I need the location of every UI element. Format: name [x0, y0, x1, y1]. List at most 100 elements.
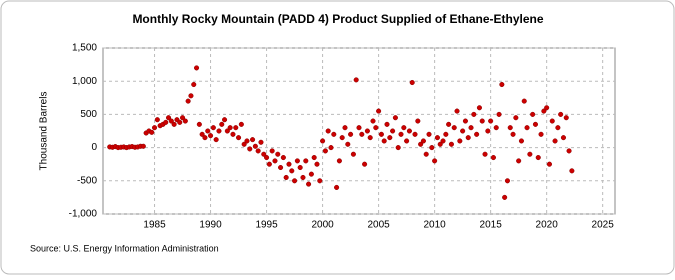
point: [210, 125, 216, 131]
point: [373, 125, 379, 131]
point: [448, 141, 454, 147]
point: [216, 128, 222, 134]
point: [471, 111, 477, 117]
point: [247, 146, 253, 152]
point: [518, 138, 525, 144]
point: [177, 119, 183, 125]
point: [476, 105, 482, 111]
point: [294, 158, 300, 164]
point: [384, 121, 390, 127]
point: [171, 121, 177, 127]
point: [535, 155, 541, 161]
point: [168, 118, 174, 124]
point: [151, 125, 158, 131]
point: [409, 79, 415, 86]
x-tick-label: 2000: [311, 220, 334, 231]
x-tick-label: 2005: [367, 220, 390, 231]
point: [370, 118, 376, 124]
point: [387, 135, 393, 141]
point: [289, 168, 295, 174]
point: [412, 131, 418, 137]
point: [236, 135, 242, 141]
plot-area: [102, 47, 616, 215]
point: [306, 181, 312, 187]
point: [269, 148, 275, 154]
point: [320, 138, 326, 144]
point: [440, 138, 446, 144]
point: [510, 131, 516, 137]
point: [325, 128, 331, 134]
point: [227, 125, 233, 131]
x-tick-label: 2010: [423, 220, 446, 231]
point: [538, 131, 544, 137]
point: [468, 125, 474, 131]
point: [255, 148, 261, 154]
point: [395, 145, 401, 151]
point: [311, 155, 317, 161]
point: [356, 125, 362, 131]
point: [544, 105, 550, 111]
point: [390, 128, 396, 134]
point: [222, 117, 228, 123]
y-tick-label: -500: [77, 175, 97, 186]
point: [552, 138, 558, 144]
point: [314, 161, 320, 167]
x-tick-label: 1990: [199, 220, 222, 231]
point: [292, 178, 298, 184]
chart-title: Monthly Rocky Mountain (PADD 4) Product …: [132, 12, 543, 26]
point: [423, 151, 429, 157]
point: [451, 125, 457, 131]
point: [205, 128, 211, 134]
point: [558, 111, 564, 117]
y-tick-label: -1,000: [69, 209, 98, 220]
point: [275, 151, 281, 157]
y-tick-label: 1,500: [72, 43, 97, 54]
point: [264, 155, 270, 161]
point: [334, 184, 340, 190]
point: [213, 137, 219, 143]
point: [462, 118, 468, 124]
point: [353, 77, 359, 83]
point: [465, 135, 471, 141]
point: [392, 115, 398, 121]
point: [415, 118, 421, 124]
point: [493, 125, 499, 131]
point: [230, 131, 236, 137]
point: [504, 178, 510, 184]
point: [342, 125, 348, 131]
point: [165, 115, 172, 121]
point: [446, 121, 452, 127]
point: [460, 128, 466, 134]
point: [398, 131, 404, 137]
point: [434, 135, 440, 141]
point: [490, 155, 496, 161]
point: [345, 141, 351, 147]
point: [258, 139, 264, 145]
point: [527, 151, 533, 157]
point: [252, 143, 258, 149]
point: [219, 121, 225, 127]
point: [283, 174, 289, 181]
point: [516, 158, 522, 164]
point: [188, 93, 194, 99]
point: [250, 137, 256, 143]
point: [496, 111, 502, 117]
y-tick-label: 1,000: [72, 76, 97, 87]
point: [546, 161, 553, 167]
point: [193, 65, 200, 71]
point: [381, 138, 387, 144]
point: [513, 115, 519, 121]
x-tick-label: 1995: [255, 220, 278, 231]
point: [521, 98, 527, 104]
point: [297, 164, 303, 171]
y-tick-label: 0: [91, 142, 97, 153]
point: [418, 141, 424, 147]
x-tick-label: 2025: [592, 220, 615, 231]
y-axis-label: Thousand Barrels: [39, 92, 50, 171]
point: [485, 128, 491, 134]
point: [499, 81, 505, 88]
point: [429, 145, 435, 151]
source: Source: U.S. Energy Information Administ…: [30, 243, 219, 253]
point: [549, 118, 555, 124]
point: [278, 164, 284, 171]
